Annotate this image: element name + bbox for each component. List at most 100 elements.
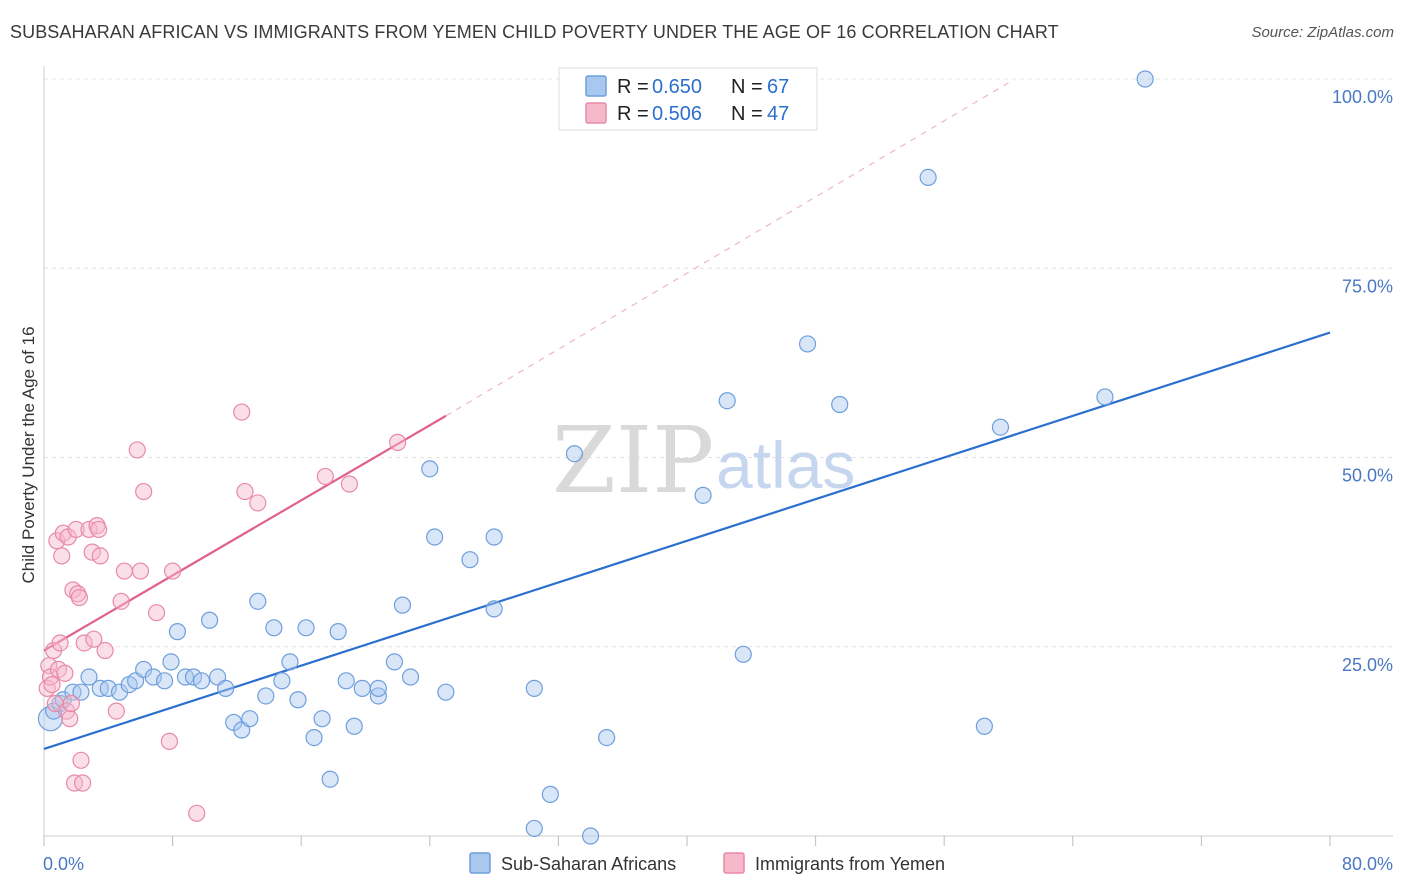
legend-swatch-blue <box>585 75 607 97</box>
yemen-point-15 <box>62 694 80 713</box>
yemen-point-35 <box>131 562 150 580</box>
sub-saharan-point-37 <box>337 672 355 690</box>
yemen-point-20 <box>70 588 88 607</box>
sub-saharan-point-54 <box>565 445 584 463</box>
yemen-point-8 <box>51 634 69 652</box>
y-tick-label-1: 50.0% <box>1342 466 1393 486</box>
legend-r-value-2: 0.506 <box>652 103 702 125</box>
sub-saharan-point-50 <box>485 528 503 546</box>
legend-n-value-1: 67 <box>767 76 789 98</box>
legend-r-value-1: 0.650 <box>652 76 702 98</box>
sub-saharan-point-47 <box>437 683 455 701</box>
sub-saharan-point-52 <box>525 819 543 838</box>
series-sub-saharan-points <box>37 70 1154 845</box>
grid <box>44 78 1393 648</box>
sub-saharan-point-66 <box>1136 70 1154 88</box>
y-tick-label-3: 100.0% <box>1332 87 1393 107</box>
sub-saharan-point-33 <box>305 728 323 747</box>
sub-saharan-point-35 <box>321 770 339 788</box>
trend-lines <box>43 82 1331 750</box>
yemen-point-14 <box>61 710 79 728</box>
sub-saharan-point-18 <box>184 668 203 686</box>
sub-saharan-point-44 <box>401 668 420 686</box>
sub-saharan-point-38 <box>345 717 363 735</box>
bottom-legend-label-sub-saharan: Sub-Saharan Africans <box>501 854 676 874</box>
yemen-point-46 <box>389 433 407 451</box>
sub-saharan-point-19 <box>192 672 211 690</box>
yemen-point-18 <box>67 520 85 539</box>
yemen-point-42 <box>236 482 254 501</box>
yemen-point-33 <box>115 562 133 580</box>
series-yemen-points <box>38 403 407 822</box>
sub-saharan-point-62 <box>919 168 937 187</box>
yemen-point-29 <box>91 547 109 565</box>
yemen-point-28 <box>90 520 108 539</box>
y-tick-label-2: 75.0% <box>1342 276 1393 296</box>
trend-line-yemen <box>43 414 447 652</box>
sub-saharan-point-22 <box>217 679 235 697</box>
sub-saharan-point-16 <box>168 623 187 641</box>
sub-saharan-point-53 <box>541 785 559 803</box>
x-tick-label-max: 80.0% <box>1342 854 1393 874</box>
sub-saharan-point-57 <box>694 486 712 504</box>
x-tick-label-min: 0.0% <box>43 854 84 874</box>
sub-saharan-point-36 <box>329 623 347 641</box>
sub-saharan-point-15 <box>162 653 180 671</box>
legend-n-label-2: N = <box>731 103 763 125</box>
sub-saharan-point-20 <box>200 611 219 629</box>
sub-saharan-point-64 <box>991 418 1010 436</box>
yemen-point-39 <box>164 562 182 580</box>
legend-n-label-1: N = <box>731 76 763 98</box>
y-tick-labels: 25.0% 50.0% 75.0% 100.0% <box>1332 87 1393 675</box>
bottom-legend-label-yemen: Immigrants from Yemen <box>755 854 945 874</box>
sub-saharan-point-46 <box>426 528 444 546</box>
sub-saharan-point-51 <box>525 679 543 697</box>
sub-saharan-point-6 <box>80 668 98 686</box>
sub-saharan-point-30 <box>281 653 299 671</box>
yemen-point-3 <box>43 675 61 694</box>
sub-saharan-point-61 <box>831 395 849 414</box>
yemen-point-23 <box>75 634 93 652</box>
bottom-legend-swatch-blue <box>469 852 491 874</box>
yemen-point-41 <box>233 403 251 421</box>
legend-r-label-2: R = <box>617 103 649 125</box>
legend-n-value-2: 47 <box>767 103 789 125</box>
yemen-point-11 <box>56 664 74 682</box>
sub-saharan-point-43 <box>393 596 412 614</box>
legend-swatch-pink <box>585 102 607 124</box>
yemen-point-30 <box>96 641 114 660</box>
sub-saharan-point-32 <box>297 619 315 637</box>
yemen-point-44 <box>316 467 334 486</box>
sub-saharan-point-60 <box>798 335 817 353</box>
y-axis-label: Child Poverty Under the Age of 16 <box>19 326 38 583</box>
series-legend: Sub-Saharan Africans Immigrants from Yem… <box>469 852 945 874</box>
sub-saharan-point-8 <box>99 679 117 697</box>
stats-legend: R = 0.650 N = 67 R = 0.506 N = 47 <box>558 67 818 131</box>
sub-saharan-point-63 <box>975 717 993 735</box>
trend-line-yemen-extension <box>445 82 1009 417</box>
sub-saharan-point-31 <box>289 691 307 709</box>
yemen-point-25 <box>83 543 101 561</box>
sub-saharan-point-48 <box>461 551 479 569</box>
sub-saharan-point-45 <box>421 460 439 478</box>
yemen-point-24 <box>80 520 98 539</box>
sub-saharan-point-26 <box>249 592 267 610</box>
yemen-point-32 <box>112 592 130 610</box>
sub-saharan-point-65 <box>1096 388 1114 406</box>
trend-line-sub-saharan <box>43 331 1331 750</box>
sub-saharan-point-58 <box>718 392 736 410</box>
sub-saharan-point-42 <box>385 653 404 671</box>
yemen-point-34 <box>128 441 146 459</box>
yemen-point-43 <box>249 494 267 512</box>
legend-r-label-1: R = <box>617 76 649 98</box>
sub-saharan-point-49 <box>485 600 503 618</box>
sub-saharan-point-41 <box>369 679 387 697</box>
yemen-point-36 <box>135 482 153 501</box>
sub-saharan-point-59 <box>734 645 752 663</box>
yemen-point-38 <box>160 732 178 750</box>
yemen-point-45 <box>340 475 359 493</box>
yemen-point-22 <box>73 774 92 792</box>
chart-title: SUBSAHARAN AFRICAN VS IMMIGRANTS FROM YE… <box>10 22 1059 42</box>
yemen-point-37 <box>147 604 166 622</box>
